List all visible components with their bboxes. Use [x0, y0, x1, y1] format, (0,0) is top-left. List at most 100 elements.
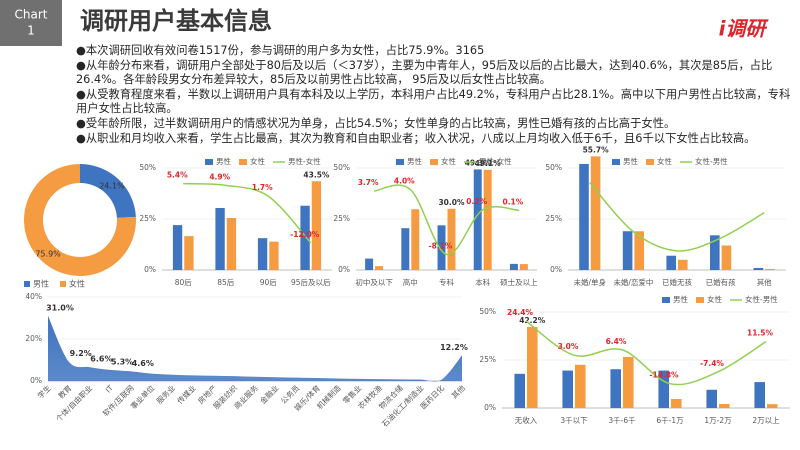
legend-swatch	[24, 281, 30, 287]
bar	[172, 225, 183, 270]
data-label: 31.0%	[46, 303, 74, 312]
line	[589, 182, 765, 252]
data-label: 24.4%	[507, 308, 534, 317]
bar	[411, 209, 420, 270]
x-tick-label: 其他	[757, 277, 772, 287]
data-label: 75.9%	[35, 249, 61, 258]
bullet: ●从受教育程度来看，半数以上调研用户具有本科及以上学历，本科用户占比49.2%，…	[76, 87, 791, 116]
bar	[634, 231, 644, 270]
bullet: ●从年龄分布来看，调研用户全部处于80后及以后（＜37岁），主要为中青年人，95…	[76, 58, 773, 87]
bullet: ●从职业和月均收入来看，学生占比最高，其次为教育和自由职业者；收入状况，八成以上…	[76, 131, 756, 145]
legend-label: 女性	[441, 156, 456, 166]
bar	[437, 225, 446, 270]
data-label: -8.1%	[429, 241, 453, 250]
data-label: 6.6%	[90, 355, 112, 364]
line	[183, 182, 312, 244]
x-tick-label: 3千以下	[560, 415, 588, 425]
bar	[671, 398, 682, 408]
x-tick-label: 教育	[56, 382, 74, 400]
x-tick-label: 已婚有孩	[706, 277, 736, 287]
bar	[514, 373, 525, 408]
legend-swatch	[612, 159, 620, 165]
bar	[706, 389, 717, 408]
badge	[0, 0, 62, 46]
legend-swatch	[205, 159, 213, 165]
bar	[226, 217, 237, 270]
pie-slice	[24, 164, 136, 276]
badge-text: 1	[27, 24, 35, 38]
x-tick-label: 1万-2万	[704, 416, 732, 425]
x-tick-label: 2万以上	[752, 416, 780, 425]
data-label: 9.2%	[70, 349, 92, 358]
bar	[753, 267, 764, 270]
legend-label: 男性	[33, 279, 49, 289]
data-label: 3.7%	[358, 178, 379, 187]
data-label: -7.4%	[700, 359, 724, 368]
y-tick-label: 25%	[333, 214, 350, 223]
y-tick-label: 20%	[25, 334, 42, 343]
x-tick-label: 80后	[175, 277, 193, 287]
bar	[473, 169, 482, 270]
bar	[311, 181, 322, 270]
x-tick-label: 95后及以后	[291, 277, 331, 287]
data-label: 49.3%	[465, 158, 492, 167]
legend-swatch	[239, 159, 247, 165]
bar	[269, 241, 279, 270]
legend-label: 女性	[657, 156, 672, 166]
x-tick-label: IT	[104, 383, 115, 394]
bar	[562, 370, 573, 408]
bar	[300, 205, 310, 270]
legend-label: 男性-女性	[288, 156, 321, 166]
bar	[575, 364, 586, 408]
x-tick-label: 无收入	[515, 415, 538, 425]
x-tick-label: 其他	[449, 382, 467, 400]
x-tick-label: 6千-1万	[656, 415, 684, 425]
bar	[765, 268, 775, 270]
bar	[622, 231, 633, 270]
y-tick-label: 50%	[139, 163, 156, 172]
bullet: ●本次调研回收有效问卷1517份，参与调研的用户多为女性，占比75.9%。316…	[76, 44, 485, 57]
area	[48, 315, 462, 382]
y-tick-label: 40%	[25, 292, 42, 301]
x-tick-label: 硕士及以上	[500, 277, 538, 287]
line	[525, 320, 767, 386]
legend-label: 男性	[623, 156, 638, 166]
y-tick-label: 0%	[30, 376, 42, 385]
data-label: 4.9%	[209, 172, 230, 181]
y-tick-label: 0%	[484, 403, 496, 412]
bar	[375, 266, 384, 270]
data-label: 1.7%	[252, 183, 273, 192]
legend-swatch	[60, 281, 66, 287]
data-label: 12.2%	[440, 343, 468, 352]
data-label: 3.0%	[558, 342, 579, 351]
x-tick-label: 传媒业	[175, 382, 198, 405]
bar	[447, 208, 456, 270]
bar	[184, 236, 194, 270]
legend-label: 女性	[250, 156, 265, 166]
data-label: -12.0%	[290, 230, 320, 239]
legend-label: 女性	[707, 294, 722, 304]
bar	[401, 228, 410, 270]
bar	[767, 404, 778, 408]
data-label: 0.1%	[502, 197, 523, 206]
x-tick-label: 个体/自由职业	[54, 382, 95, 423]
y-tick-label: 50%	[545, 163, 562, 172]
bar	[623, 356, 634, 408]
legend-label: 女性-男性	[745, 294, 778, 304]
bar	[509, 263, 518, 270]
data-label: 4.0%	[394, 176, 415, 185]
x-tick-label: 未婚/单身	[574, 277, 607, 287]
legend-swatch	[430, 159, 438, 165]
bar	[527, 326, 538, 408]
legend-label: 女性	[69, 279, 85, 289]
y-tick-label: 25%	[139, 214, 156, 223]
x-tick-label: 90后	[260, 277, 278, 287]
x-tick-label: 金融业	[258, 382, 281, 405]
data-label: 4.6%	[132, 359, 154, 368]
bar	[483, 169, 492, 270]
badge-text: Chart	[15, 8, 48, 22]
x-tick-label: 初中及以下	[355, 277, 393, 287]
data-label: 24.1%	[99, 182, 125, 191]
